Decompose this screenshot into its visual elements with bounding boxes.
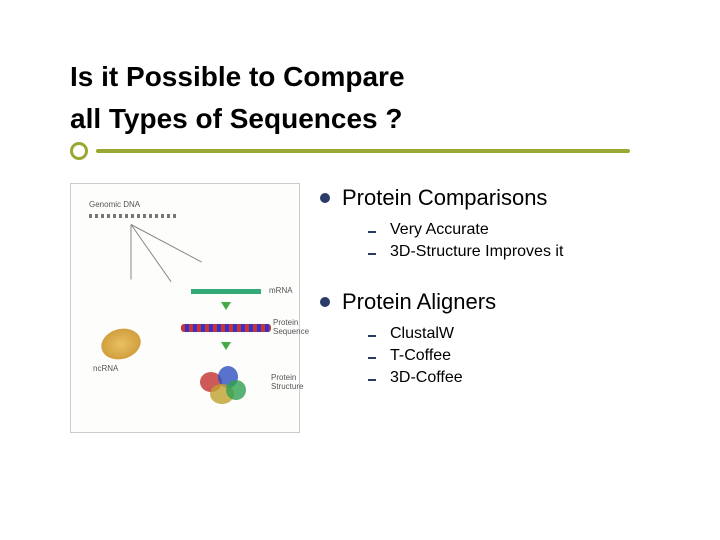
sub-item-text: Very Accurate [390,221,489,239]
dash-icon [368,231,376,233]
bullet-section-1: Protein Aligners [320,289,660,315]
label-ncrna: ncRNA [93,364,118,373]
bullet-dot-icon [320,193,330,203]
slide-title-line1: Is it Possible to Compare [70,60,660,94]
sub-item: Very Accurate [368,221,660,239]
sub-item-text: T-Coffee [390,347,451,365]
sub-item: T-Coffee [368,347,660,365]
dash-icon [368,253,376,255]
sublist-0: Very Accurate 3D-Structure Improves it [368,221,660,261]
sub-item: 3D-Coffee [368,369,660,387]
sub-item-text: 3D-Coffee [390,369,463,387]
label-protein-sequence: Protein Sequence [273,319,309,337]
section-heading-0: Protein Comparisons [342,185,547,211]
sublist-1: ClustalW T-Coffee 3D-Coffee [368,325,660,387]
sub-item-text: ClustalW [390,325,454,343]
content-row: Genomic DNA mRNA Protein Sequence ncRNA … [70,183,660,433]
bullet-list: Protein Comparisons Very Accurate 3D-Str… [320,183,660,433]
bullet-dot-icon [320,297,330,307]
slide-title-line2: all Types of Sequences ? [70,102,660,136]
section-heading-1: Protein Aligners [342,289,496,315]
dash-icon [368,379,376,381]
dash-icon [368,335,376,337]
dash-icon [368,357,376,359]
label-protein-structure: Protein Structure [271,374,303,392]
biology-figure: Genomic DNA mRNA Protein Sequence ncRNA … [70,183,300,433]
title-underline [70,143,630,163]
label-mrna: mRNA [269,286,293,295]
sub-item: ClustalW [368,325,660,343]
bullet-section-0: Protein Comparisons [320,185,660,211]
slide: Is it Possible to Compare all Types of S… [0,0,720,540]
sub-item: 3D-Structure Improves it [368,243,660,261]
sub-item-text: 3D-Structure Improves it [390,243,563,261]
label-genomic-dna: Genomic DNA [89,200,140,209]
